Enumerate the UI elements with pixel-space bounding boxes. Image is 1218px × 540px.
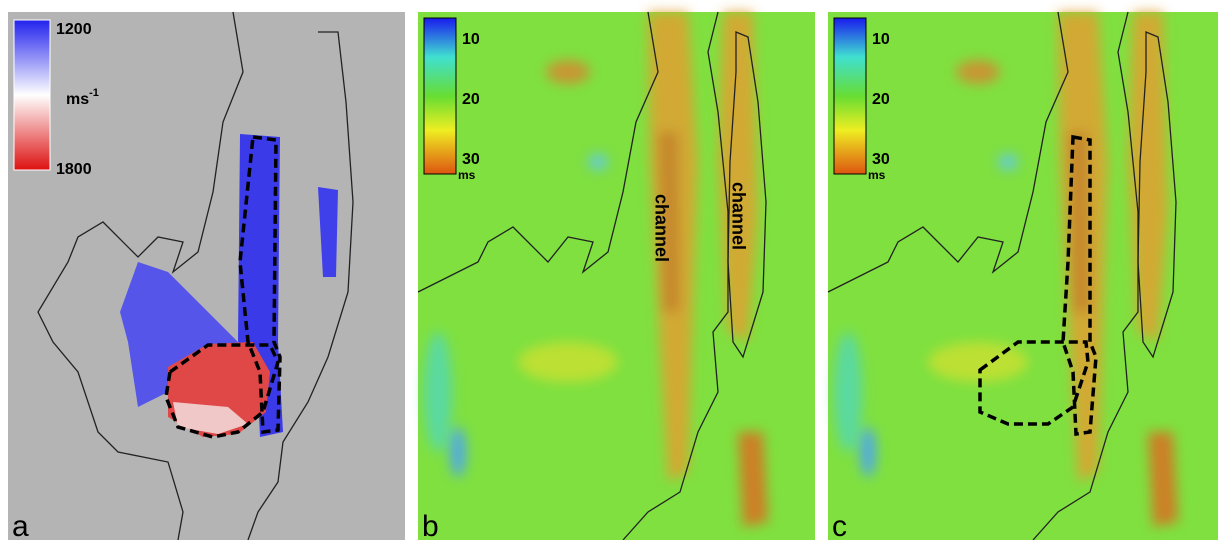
panel-label: c bbox=[832, 510, 847, 540]
colorbar-unit: ms bbox=[458, 168, 476, 182]
annotation: channel bbox=[651, 194, 671, 262]
panel-b: 10 20 30 ms channel channel b bbox=[418, 12, 815, 540]
colorbar-tick: 30 bbox=[872, 151, 890, 168]
colorbar-tick: 1800 bbox=[56, 161, 92, 178]
colorbar-unit: ms bbox=[868, 168, 886, 182]
panel-a: 1200 ms-1 1800 a bbox=[8, 12, 405, 540]
unit: ms bbox=[66, 91, 89, 108]
colorbar-tick: 20 bbox=[462, 91, 480, 108]
colorbar-tick: 20 bbox=[872, 91, 890, 108]
panel-c: 10 20 30 ms c bbox=[828, 12, 1218, 540]
unit-exponent: -1 bbox=[89, 87, 99, 99]
panel-label: b bbox=[422, 510, 439, 540]
colorbar-tick: 30 bbox=[462, 151, 480, 168]
colorbar bbox=[14, 20, 50, 170]
panel-label: a bbox=[12, 510, 29, 540]
colorbar bbox=[424, 18, 456, 174]
colorbar-tick: 10 bbox=[462, 31, 480, 48]
colorbar bbox=[834, 18, 866, 174]
colorbar-tick: 10 bbox=[872, 31, 890, 48]
colorbar-tick: 1200 bbox=[56, 21, 92, 38]
figure: 1200 ms-1 1800 a 10 20 30 ms channel cha… bbox=[0, 0, 1218, 540]
annotation: channel bbox=[728, 182, 748, 250]
